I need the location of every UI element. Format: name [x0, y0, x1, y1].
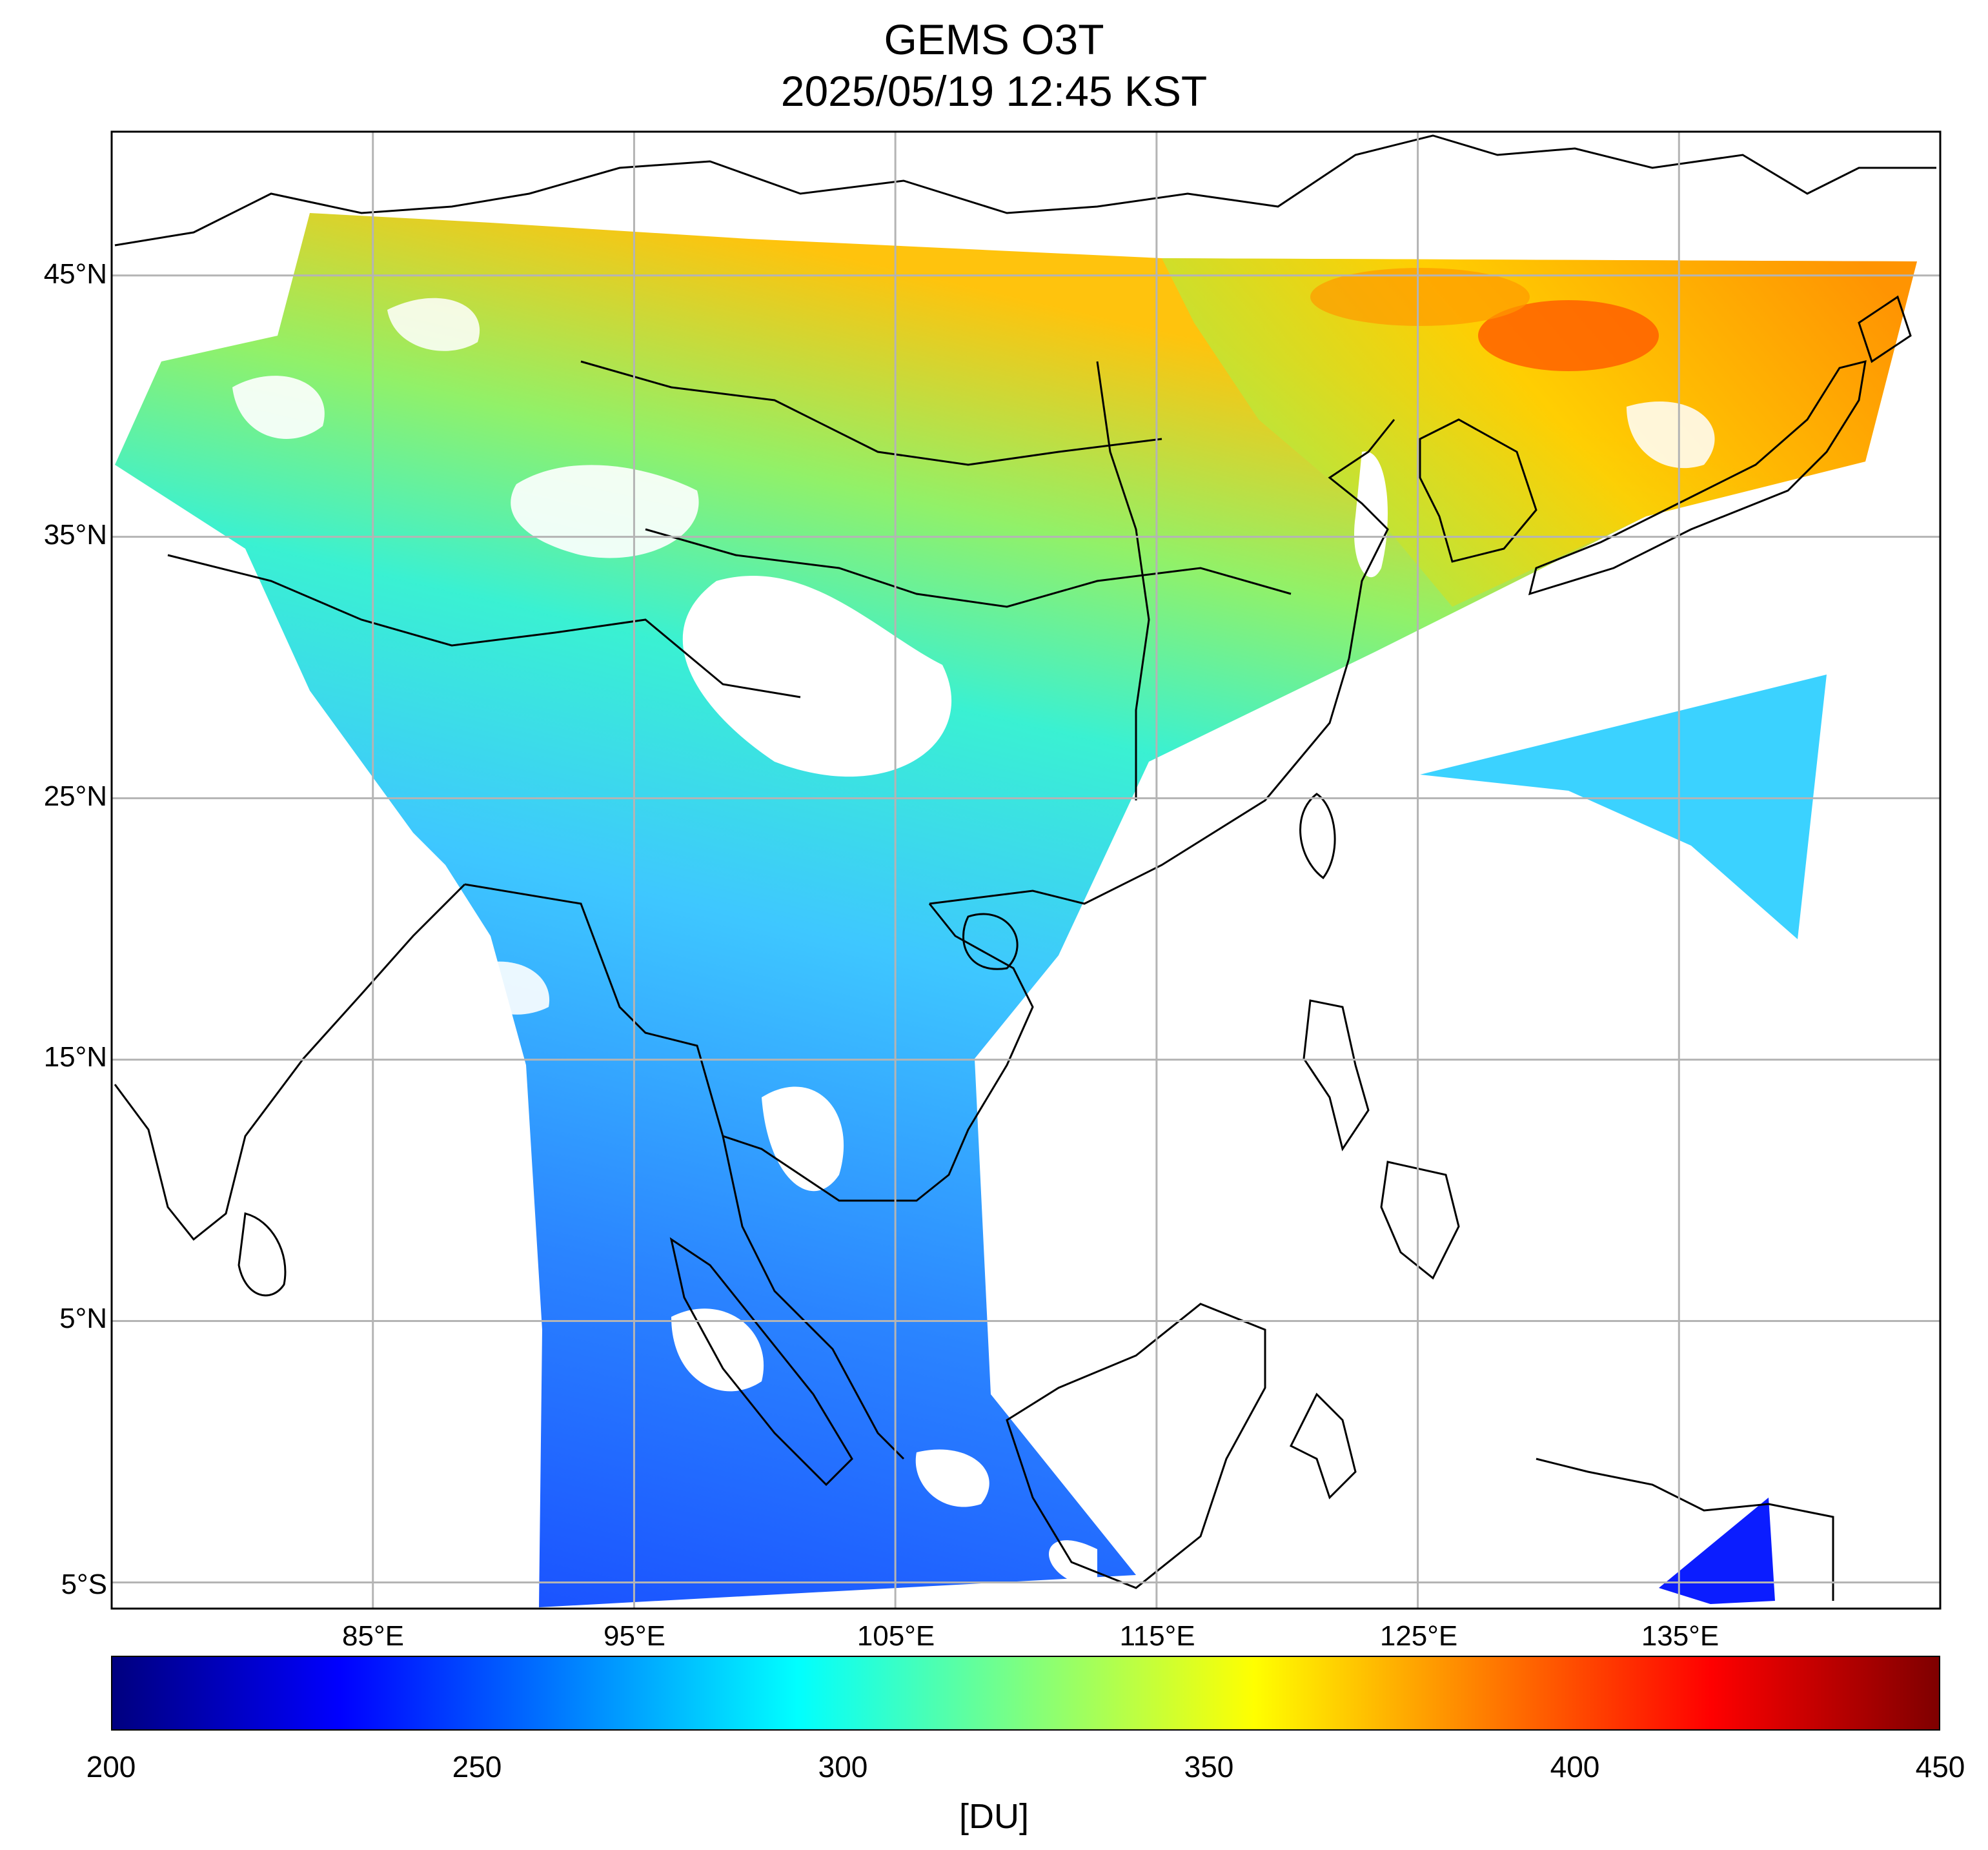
ozone-high-east: [1162, 258, 1917, 607]
graticule: [112, 132, 1940, 1609]
colorbar-tick-400: 400: [1550, 1750, 1600, 1784]
lat-label-45n: 45°N: [43, 258, 107, 290]
lat-label-5n: 5°N: [59, 1303, 107, 1334]
lon-label-125e: 125°E: [1379, 1620, 1458, 1652]
lon-label-85e: 85°E: [342, 1620, 404, 1652]
coastlines: [114, 134, 1936, 1601]
map-subtitle: 2025/05/19 12:45 KST: [780, 67, 1208, 115]
colorbar-tick-300: 300: [818, 1750, 868, 1784]
colorbar: [111, 1656, 1940, 1731]
map-frame: [110, 130, 1942, 1610]
lat-label-15n: 15°N: [43, 1041, 107, 1073]
lon-label-135e: 135°E: [1641, 1620, 1719, 1652]
lat-label-5s: 5°S: [61, 1569, 107, 1600]
colorbar-tick-200: 200: [86, 1750, 136, 1784]
lon-label-105e: 105°E: [857, 1620, 935, 1652]
ozone-peak-patch: [1478, 300, 1659, 371]
ozone-swath-pacific: [1420, 675, 1827, 939]
colorbar-tick-350: 350: [1184, 1750, 1234, 1784]
map-title: GEMS O3T: [884, 15, 1104, 63]
colorbar-unit: [DU]: [959, 1797, 1029, 1836]
ozone-low-patch: [1659, 1498, 1775, 1604]
colorbar-tick-250: 250: [452, 1750, 502, 1784]
lon-label-95e: 95°E: [604, 1620, 665, 1652]
lat-label-25n: 25°N: [43, 780, 107, 812]
lon-label-115e: 115°E: [1119, 1620, 1195, 1652]
lat-label-35n: 35°N: [43, 519, 107, 551]
colorbar-tick-450: 450: [1915, 1750, 1965, 1784]
